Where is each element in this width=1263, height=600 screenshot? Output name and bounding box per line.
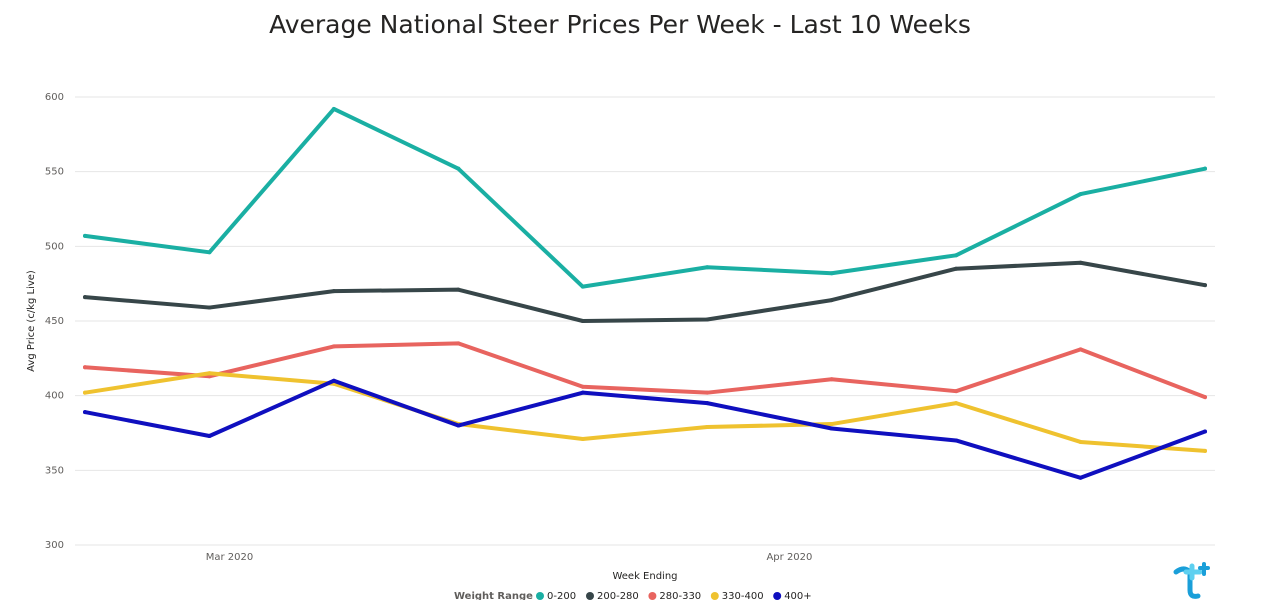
logo-stroke-main xyxy=(1173,566,1201,599)
data-point xyxy=(829,298,834,303)
legend: Weight Range 0-200 200-280 280-330 330-400 40… xyxy=(454,591,812,600)
y-tick-label: 450 xyxy=(45,316,64,327)
data-point xyxy=(456,341,461,346)
y-tick-label: 500 xyxy=(45,241,64,252)
data-point xyxy=(207,433,212,438)
data-point xyxy=(954,401,959,406)
data-point xyxy=(705,317,710,322)
brand-logo xyxy=(1173,562,1210,599)
data-point xyxy=(456,423,461,428)
legend-item: 0-200 xyxy=(536,591,576,600)
data-point xyxy=(580,384,585,389)
y-tick-label: 550 xyxy=(45,167,64,178)
data-point xyxy=(331,378,336,383)
legend-item: 330-400 xyxy=(710,591,764,600)
data-point xyxy=(705,425,710,430)
data-point xyxy=(207,305,212,310)
data-point xyxy=(1203,283,1207,288)
data-point xyxy=(83,410,87,415)
data-point xyxy=(331,289,336,294)
data-point xyxy=(207,250,212,255)
data-point xyxy=(954,438,959,443)
data-point xyxy=(829,426,834,431)
data-point xyxy=(1078,347,1083,352)
data-point xyxy=(705,390,710,395)
series-line xyxy=(83,371,1207,453)
data-point xyxy=(83,233,87,238)
data-point xyxy=(580,284,585,289)
legend-marker xyxy=(586,592,594,600)
series-280-330 xyxy=(83,341,1207,400)
legend-label: 330-400 xyxy=(722,591,764,600)
x-axis-title: Week Ending xyxy=(612,571,677,582)
data-point xyxy=(1078,475,1083,480)
data-point xyxy=(331,106,336,111)
data-point xyxy=(456,166,461,171)
data-point xyxy=(207,371,212,376)
y-tick-label: 300 xyxy=(45,540,64,551)
legend-marker xyxy=(710,592,719,600)
series-330-400 xyxy=(83,371,1207,453)
data-point xyxy=(1203,395,1207,400)
gridlines xyxy=(75,96,1215,546)
data-point xyxy=(83,390,87,395)
x-tick-label: Mar 2020 xyxy=(206,552,254,563)
logo-stroke-cross xyxy=(1183,563,1203,581)
data-point xyxy=(83,365,87,370)
series-line xyxy=(83,378,1207,480)
series-200-280 xyxy=(83,260,1207,323)
data-point xyxy=(1203,166,1207,171)
chart-title: Average National Steer Prices Per Week -… xyxy=(269,10,971,39)
data-point xyxy=(829,271,834,276)
series-line xyxy=(83,106,1207,289)
data-point xyxy=(829,422,834,427)
legend-label: 400+ xyxy=(784,591,811,600)
series-line xyxy=(83,260,1207,323)
data-point xyxy=(1078,260,1083,265)
data-point xyxy=(331,344,336,349)
legend-marker xyxy=(536,592,544,600)
x-axis-ticks: Mar 2020 Apr 2020 xyxy=(206,552,813,563)
data-point xyxy=(705,401,710,406)
series-400+ xyxy=(83,378,1207,480)
legend-marker xyxy=(773,592,782,600)
x-tick-label: Apr 2020 xyxy=(766,552,812,563)
data-point xyxy=(954,266,959,271)
legend-item: 200-280 xyxy=(586,591,639,600)
data-point xyxy=(580,436,585,441)
data-point xyxy=(456,287,461,292)
data-point xyxy=(1203,448,1207,453)
legend-marker xyxy=(648,592,657,600)
legend-title: Weight Range xyxy=(454,591,533,600)
legend-item: 280-330 xyxy=(648,591,701,600)
data-point xyxy=(580,390,585,395)
data-point xyxy=(954,389,959,394)
legend-label: 200-280 xyxy=(597,591,639,600)
legend-label: 0-200 xyxy=(547,591,576,600)
legend-item: 400+ xyxy=(773,591,812,600)
data-point xyxy=(83,295,87,300)
data-point xyxy=(1078,439,1083,444)
series-line xyxy=(83,341,1207,400)
series-0-200 xyxy=(83,106,1207,289)
y-tick-label: 350 xyxy=(45,465,64,476)
series-lines xyxy=(83,106,1207,480)
data-point xyxy=(580,319,585,323)
y-tick-label: 400 xyxy=(45,391,64,402)
data-point xyxy=(705,265,710,270)
data-point xyxy=(1203,429,1207,434)
data-point xyxy=(954,253,959,258)
data-point xyxy=(829,377,834,382)
legend-label: 280-330 xyxy=(659,591,701,600)
y-tick-label: 600 xyxy=(45,92,64,103)
logo-stroke-plus xyxy=(1198,562,1210,576)
y-axis-title: Avg Price (c/kg Live) xyxy=(26,270,37,372)
data-point xyxy=(1078,192,1083,197)
y-axis-ticks: 300 350 400 450 500 550 600 xyxy=(45,92,64,551)
